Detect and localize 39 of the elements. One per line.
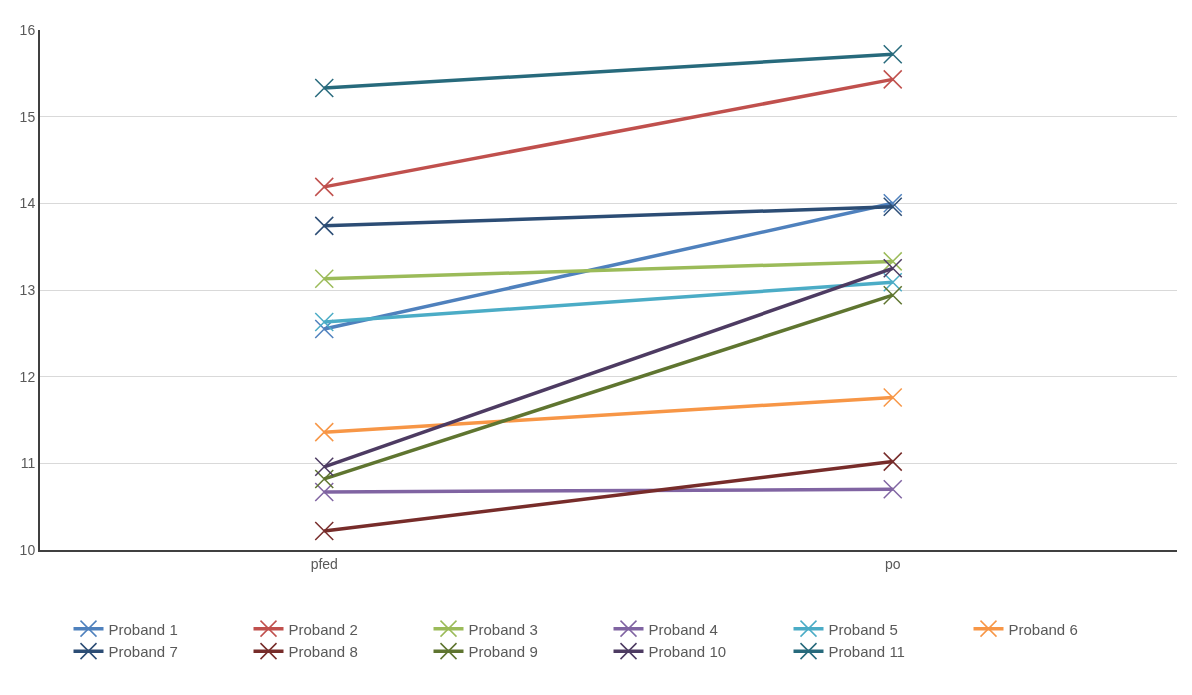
legend-label: Proband 3	[468, 620, 538, 638]
point	[883, 479, 903, 500]
legend-label: Proband 1	[108, 620, 178, 638]
point	[883, 251, 903, 272]
legend-label: Proband 5	[828, 620, 898, 638]
y-tick-label: 13	[19, 281, 36, 298]
legend-label: Proband 4	[648, 620, 718, 638]
y-tick-label: 16	[19, 21, 36, 38]
point	[314, 422, 334, 442]
x-tick-label: pfed	[310, 555, 338, 572]
point	[314, 521, 334, 541]
point	[314, 469, 334, 489]
point	[314, 457, 334, 477]
point	[883, 285, 903, 305]
point	[314, 312, 334, 332]
y-tick-label: 12	[19, 368, 36, 385]
point	[314, 177, 334, 197]
legend-label: Proband 6	[1008, 620, 1078, 638]
point	[314, 216, 334, 236]
point	[883, 258, 903, 279]
legend-label: Proband 8	[288, 643, 358, 660]
y-tick-label: 11	[20, 455, 36, 472]
legend-label: Proband 2	[288, 620, 358, 638]
point	[314, 482, 334, 502]
y-tick-label: 10	[19, 541, 36, 558]
point	[883, 69, 903, 90]
point	[883, 44, 903, 65]
legend-label: Proband 9	[468, 643, 538, 660]
y-tick-label: 14	[19, 195, 36, 212]
y-tick-label: 15	[19, 108, 36, 125]
point	[883, 451, 903, 472]
legend-label: Proband 10	[648, 643, 727, 660]
point	[314, 78, 334, 98]
point	[314, 268, 334, 289]
legend-label: Proband 11	[828, 643, 905, 660]
point	[883, 272, 903, 292]
x-tick-label: po	[884, 555, 901, 572]
point	[883, 387, 903, 408]
legend-label: Proband 7	[108, 643, 178, 660]
